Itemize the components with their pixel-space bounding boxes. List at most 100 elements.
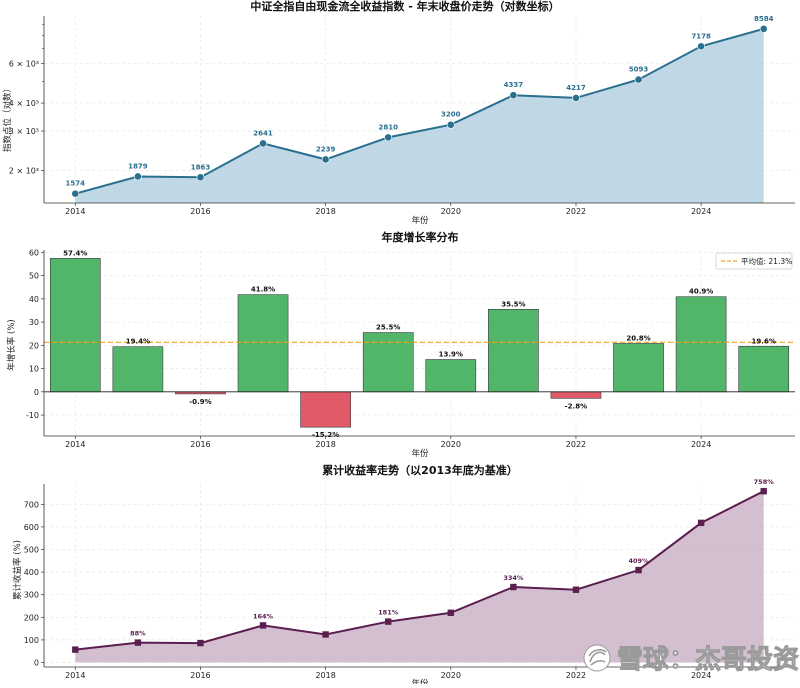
growth-bar <box>300 391 351 428</box>
growth-data-label: 13.9% <box>439 351 463 359</box>
y-tick-label-1: 4 × 10³ <box>9 99 39 108</box>
growth-data-label: 19.6% <box>752 337 776 345</box>
cumulative-point <box>572 586 580 593</box>
price-point <box>509 91 518 100</box>
y-tick-label-3: 100 <box>24 636 39 645</box>
price-point <box>133 172 142 181</box>
x-tick-label-2: 2016 <box>190 440 210 449</box>
y-axis-label-2: 年增长率 (%) <box>6 319 17 370</box>
y-tick-label-1: 2 × 10³ <box>9 166 39 175</box>
price-point <box>759 24 768 33</box>
y-tick-label-2: 40 <box>29 295 39 304</box>
price-data-label: 3200 <box>441 111 461 119</box>
growth-bar <box>613 343 664 393</box>
cumulative-point <box>197 639 204 647</box>
price-data-label: 1879 <box>128 162 148 170</box>
y-tick-label-3: 300 <box>24 591 39 600</box>
y-tick-label-2: 30 <box>29 318 39 327</box>
y-tick-label-3: 600 <box>24 523 39 532</box>
x-ticks-1: 2014 2016 2018 2020 2022 2024 <box>65 203 711 216</box>
x-axis-label-3: 年份 <box>411 678 429 684</box>
growth-bar <box>738 345 790 393</box>
growth-data-label: 19.4% <box>126 338 150 346</box>
x-tick-label-2: 2024 <box>691 440 711 449</box>
growth-data-label: 35.5% <box>501 300 525 308</box>
price-point <box>384 133 393 142</box>
cumulative-point <box>697 519 705 527</box>
x-ticks-3: 2014 2016 2018 2020 2022 2024 <box>65 667 711 680</box>
x-tick-label-1: 2018 <box>315 207 335 216</box>
cumulative-annotation: 164% <box>253 612 274 620</box>
growth-bar <box>550 391 602 399</box>
growth-bar <box>237 294 289 393</box>
area-fill-1 <box>75 28 764 204</box>
growth-data-label: 20.8% <box>626 334 650 342</box>
growth-bar <box>675 296 727 393</box>
y-tick-label-2: 10 <box>29 365 39 374</box>
price-data-labels: 1574 1879 1863 2641 2239 2810 3200 4337 4217 5093… <box>66 15 774 188</box>
growth-data-label: 40.9% <box>689 288 713 296</box>
axes-2 <box>43 250 795 437</box>
x-tick-label-2: 2020 <box>441 440 461 449</box>
price-point <box>572 94 580 102</box>
price-data-label: 4217 <box>566 84 586 92</box>
cumulative-annotation: 88% <box>130 630 146 638</box>
price-line <box>75 27 764 195</box>
cumulative-annotation: 758% <box>754 478 775 486</box>
x-tick-label-3: 2016 <box>190 671 210 680</box>
watermark-text: 雪球：杰哥投资 <box>617 645 799 675</box>
y-tick-label-3: 200 <box>24 613 39 622</box>
x-tick-label-1: 2016 <box>190 207 210 216</box>
x-tick-label-3: 2018 <box>315 671 335 680</box>
chart-title-1: 中证全指自由现金流全收益指数 - 年末收盘价走势（对数坐标） <box>250 0 559 13</box>
y-tick-label-3: 700 <box>24 500 39 509</box>
price-data-label: 2641 <box>253 129 273 137</box>
cumulative-point <box>510 583 517 591</box>
y-axis-label-3: 累计收益率 (%) <box>12 540 23 600</box>
growth-data-label: 25.5% <box>376 324 400 332</box>
y-tick-label-3: 500 <box>24 546 39 555</box>
y-tick-label-2: 20 <box>29 341 39 350</box>
y-tick-label-3: 0 <box>34 658 39 667</box>
x-tick-label-3: 2020 <box>441 671 461 680</box>
axes-1 <box>43 16 795 204</box>
price-data-label: 4337 <box>504 81 524 89</box>
y-axis-label-1: 指数点位（对数） <box>2 84 13 152</box>
price-data-label: 8584 <box>754 15 774 23</box>
price-point <box>71 189 80 198</box>
price-data-label: 2239 <box>316 145 336 153</box>
cumulative-point <box>72 646 79 653</box>
x-tick-label-1: 2024 <box>691 207 711 216</box>
y-ticks-2: -10 0 10 20 30 40 50 60 <box>26 248 44 420</box>
x-tick-label-1: 2014 <box>65 207 85 216</box>
area-fill-3 <box>75 491 764 663</box>
cumulative-point <box>322 631 329 638</box>
growth-bar <box>112 346 164 393</box>
price-data-label: 1863 <box>191 163 211 171</box>
x-axis-label-1: 年份 <box>411 215 429 226</box>
x-tick-label-3: 2014 <box>65 671 85 680</box>
price-point <box>196 173 205 182</box>
y-ticks-1: 2 × 10³ 3 × 10³ 4 × 10³ 6 × 10³ <box>9 23 44 175</box>
cumulative-line <box>75 490 765 651</box>
price-data-label: 2810 <box>378 123 398 131</box>
growth-data-label: -2.8% <box>565 402 587 410</box>
axes-3 <box>43 484 795 668</box>
y-ticks-3: 0 100 200 300 400 500 600 700 <box>24 500 44 667</box>
price-point <box>697 42 706 51</box>
cumulative-annotation: 334% <box>503 574 524 582</box>
x-tick-label-1: 2020 <box>441 207 461 216</box>
growth-data-label: 41.8% <box>251 286 275 294</box>
y-tick-label-1: 3 × 10³ <box>9 127 39 136</box>
price-data-label: 7178 <box>691 32 711 40</box>
price-points <box>71 24 768 198</box>
chart-title-3: 累计收益率走势（以2013年底为基准） <box>322 463 518 477</box>
cumulative-point <box>385 618 392 625</box>
growth-bar <box>488 308 539 393</box>
cumulative-point <box>760 488 767 495</box>
price-point <box>446 120 455 129</box>
cumulative-annotation: 181% <box>378 609 399 617</box>
panel-cumulative-return: 累计收益率走势（以2013年底为基准） 88% 164% 181% 334% 409% 7… <box>12 463 795 688</box>
x-tick-label-2: 2022 <box>566 440 586 449</box>
